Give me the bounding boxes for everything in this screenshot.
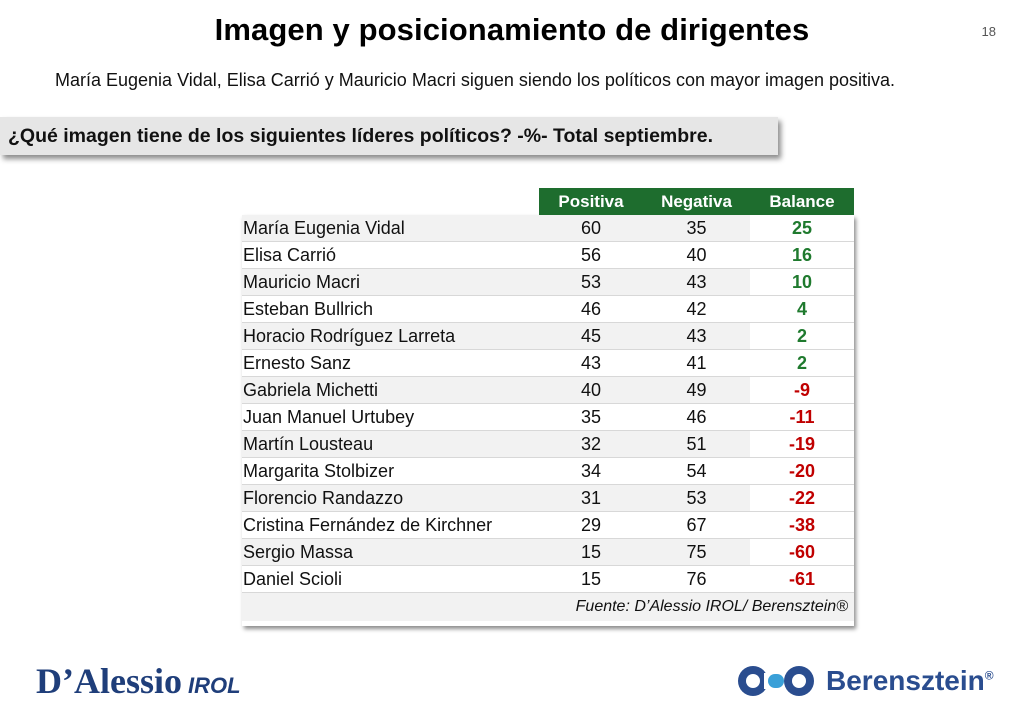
berensztein-logo: Berensztein®: [736, 664, 994, 698]
negativa-cell: 46: [643, 403, 750, 431]
table-row: Margarita Stolbizer 34 54 -20: [242, 457, 854, 485]
negativa-cell: 54: [643, 457, 750, 485]
leader-name-cell: Florencio Randazzo: [242, 484, 539, 512]
leader-name-cell: Daniel Scioli: [242, 565, 539, 593]
table-row: María Eugenia Vidal 60 35 25: [242, 215, 854, 242]
balance-cell: 16: [750, 241, 854, 269]
positiva-cell: 35: [539, 403, 643, 431]
table-row: Gabriela Michetti 40 49 -9: [242, 376, 854, 404]
results-table-container: Positiva Negativa Balance María Eugenia …: [242, 188, 854, 621]
negativa-cell: 40: [643, 241, 750, 269]
leader-name-cell: Mauricio Macri: [242, 268, 539, 296]
slide-subtitle: María Eugenia Vidal, Elisa Carrió y Maur…: [55, 70, 896, 90]
positiva-cell: 34: [539, 457, 643, 485]
table-row: Martín Lousteau 32 51 -19: [242, 430, 854, 458]
negativa-cell: 35: [643, 215, 750, 242]
dalessio-irol-logo: D’Alessio IROL: [36, 660, 241, 701]
table-row: Sergio Massa 15 75 -60: [242, 538, 854, 566]
page-number: 18: [981, 24, 996, 39]
results-table: Positiva Negativa Balance María Eugenia …: [242, 188, 854, 621]
table-row: Elisa Carrió 56 40 16: [242, 241, 854, 269]
header-balance: Balance: [750, 188, 854, 215]
table-row: Ernesto Sanz 43 41 2: [242, 349, 854, 377]
balance-cell: 25: [750, 215, 854, 242]
leader-name-cell: Juan Manuel Urtubey: [242, 403, 539, 431]
balance-cell: -9: [750, 376, 854, 404]
negativa-cell: 41: [643, 349, 750, 377]
balance-cell: 10: [750, 268, 854, 296]
balance-cell: -11: [750, 403, 854, 431]
registered-mark: ®: [984, 668, 994, 683]
positiva-cell: 31: [539, 484, 643, 512]
negativa-cell: 53: [643, 484, 750, 512]
positiva-cell: 46: [539, 295, 643, 323]
table-row: Cristina Fernández de Kirchner 29 67 -38: [242, 511, 854, 539]
table-row: Esteban Bullrich 46 42 4: [242, 295, 854, 323]
table-header-row: Positiva Negativa Balance: [242, 188, 854, 215]
leader-name-cell: Esteban Bullrich: [242, 295, 539, 323]
question-text: ¿Qué imagen tiene de los siguientes líde…: [8, 124, 714, 147]
negativa-cell: 76: [643, 565, 750, 593]
leader-name-cell: Horacio Rodríguez Larreta: [242, 322, 539, 350]
header-negativa: Negativa: [643, 188, 750, 215]
positiva-cell: 53: [539, 268, 643, 296]
positiva-cell: 29: [539, 511, 643, 539]
positiva-cell: 15: [539, 565, 643, 593]
balance-cell: 2: [750, 322, 854, 350]
berensztein-logo-text: Berensztein®: [826, 665, 994, 697]
leader-name-cell: Elisa Carrió: [242, 241, 539, 269]
table-body: María Eugenia Vidal 60 35 25 Elisa Carrió 56 4…: [242, 215, 854, 593]
leader-name-cell: Sergio Massa: [242, 538, 539, 566]
berensztein-name: Berensztein: [826, 665, 985, 696]
slide-title: Imagen y posicionamiento de dirigentes: [214, 12, 810, 47]
leader-name-cell: Martín Lousteau: [242, 430, 539, 458]
table-row: Juan Manuel Urtubey 35 46 -11: [242, 403, 854, 431]
positiva-cell: 15: [539, 538, 643, 566]
table-row: Florencio Randazzo 31 53 -22: [242, 484, 854, 512]
header-blank-cell: [242, 188, 539, 215]
table-row: Daniel Scioli 15 76 -61: [242, 565, 854, 593]
table-row: Mauricio Macri 53 43 10: [242, 268, 854, 296]
question-banner: ¿Qué imagen tiene de los siguientes líde…: [0, 117, 778, 155]
leader-name-cell: Margarita Stolbizer: [242, 457, 539, 485]
negativa-cell: 75: [643, 538, 750, 566]
dalessio-logo-text: D’Alessio: [36, 661, 182, 701]
negativa-cell: 51: [643, 430, 750, 458]
balance-cell: -60: [750, 538, 854, 566]
balance-cell: -22: [750, 484, 854, 512]
table-row: Horacio Rodríguez Larreta 45 43 2: [242, 322, 854, 350]
leader-name-cell: Ernesto Sanz: [242, 349, 539, 377]
balance-cell: -19: [750, 430, 854, 458]
berensztein-mark-icon: [738, 666, 814, 696]
balance-cell: 4: [750, 295, 854, 323]
balance-cell: -20: [750, 457, 854, 485]
table-source-row: Fuente: D’Alessio IROL/ Berensztein®: [242, 592, 854, 621]
positiva-cell: 60: [539, 215, 643, 242]
balance-cell: 2: [750, 349, 854, 377]
leader-name-cell: Gabriela Michetti: [242, 376, 539, 404]
leader-name-cell: María Eugenia Vidal: [242, 215, 539, 242]
balance-cell: -38: [750, 511, 854, 539]
negativa-cell: 67: [643, 511, 750, 539]
balance-cell: -61: [750, 565, 854, 593]
leader-name-cell: Cristina Fernández de Kirchner: [242, 511, 539, 539]
header-positiva: Positiva: [539, 188, 643, 215]
positiva-cell: 40: [539, 376, 643, 404]
positiva-cell: 43: [539, 349, 643, 377]
positiva-cell: 45: [539, 322, 643, 350]
negativa-cell: 42: [643, 295, 750, 323]
positiva-cell: 56: [539, 241, 643, 269]
negativa-cell: 43: [643, 268, 750, 296]
negativa-cell: 43: [643, 322, 750, 350]
negativa-cell: 49: [643, 376, 750, 404]
positiva-cell: 32: [539, 430, 643, 458]
irol-logo-text: IROL: [188, 673, 241, 698]
source-note: Fuente: D’Alessio IROL/ Berensztein®: [242, 592, 854, 621]
